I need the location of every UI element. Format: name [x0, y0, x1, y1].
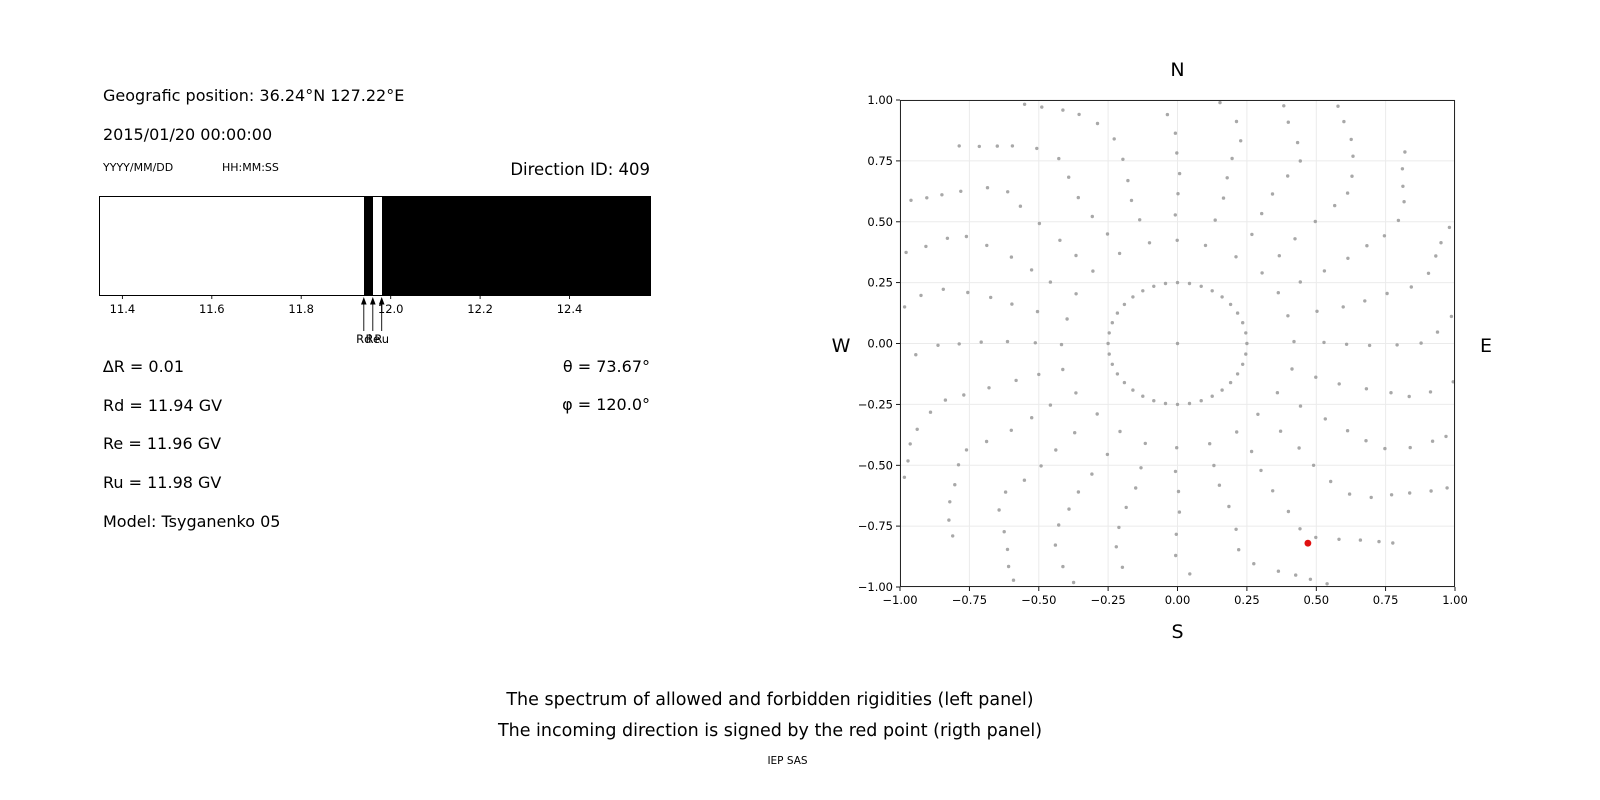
x-axis-ticks: −1.00 −0.75 −0.50 −0.25 0.00 0.25 0.50 0.75 1.00	[882, 587, 1468, 607]
svg-text:0.50: 0.50	[1303, 593, 1329, 607]
caption-line-2: The incoming direction is signed by the …	[497, 721, 1043, 741]
incoming-direction-point	[1304, 539, 1312, 547]
compass-west-label: W	[831, 335, 851, 357]
svg-text:−0.75: −0.75	[952, 593, 987, 607]
compass-north-label: N	[1170, 59, 1185, 81]
svg-text:Rd: Rd	[356, 332, 371, 346]
svg-text:1.00: 1.00	[867, 93, 893, 107]
figure-caption: The spectrum of allowed and forbidden ri…	[0, 685, 1540, 747]
svg-text:12.2: 12.2	[467, 302, 493, 316]
compass-east-label: E	[1479, 335, 1492, 357]
svg-text:11.4: 11.4	[110, 302, 136, 316]
svg-text:12.0: 12.0	[378, 302, 404, 316]
svg-text:−0.75: −0.75	[858, 519, 893, 533]
compass-south-label: S	[1171, 621, 1184, 643]
svg-text:1.00: 1.00	[1442, 593, 1468, 607]
phi-value: φ = 120.0°	[562, 395, 650, 414]
svg-text:0.00: 0.00	[867, 337, 893, 351]
svg-text:Re: Re	[366, 332, 381, 346]
forbidden-band	[363, 197, 373, 295]
rd-value: Rd = 11.94 GV	[103, 396, 223, 415]
caption-line-1: The spectrum of allowed and forbidden ri…	[506, 690, 1034, 710]
forbidden-band	[381, 197, 650, 295]
time-format-label: HH:MM:SS	[222, 161, 279, 174]
direction-plot: −1.00 −0.75 −0.50 −0.25 0.00 0.25 0.50 0.75 1.00…	[858, 93, 1468, 607]
direction-dots	[902, 100, 1455, 586]
rigidity-spectrum-bar	[99, 196, 651, 296]
y-axis-ticks: −1.00 −0.75 −0.50 −0.25 0.00 0.25 0.50 0.75 1.00	[858, 93, 900, 594]
model-value: Model: Tsyganenko 05	[103, 512, 281, 531]
date-format-label: YYYY/MM/DD	[103, 161, 174, 174]
svg-text:12.4: 12.4	[557, 302, 583, 316]
svg-text:−0.50: −0.50	[1021, 593, 1056, 607]
svg-text:−0.25: −0.25	[858, 397, 893, 411]
ru-value: Ru = 11.98 GV	[103, 473, 222, 492]
svg-text:0.75: 0.75	[1373, 593, 1399, 607]
theta-value: θ = 73.67°	[562, 357, 650, 376]
datetime-text: 2015/01/20 00:00:00	[103, 125, 273, 144]
svg-text:0.75: 0.75	[867, 154, 893, 168]
geographic-position-text: Geografic position: 36.24°N 127.22°E	[103, 86, 405, 105]
svg-text:11.6: 11.6	[199, 302, 225, 316]
plot-border	[900, 100, 1455, 587]
svg-text:Ru: Ru	[374, 332, 389, 346]
delta-r-value: ∆R = 0.01	[103, 357, 185, 376]
direction-id-label: Direction ID: 409	[510, 160, 650, 179]
svg-text:−0.50: −0.50	[858, 458, 893, 472]
svg-text:0.25: 0.25	[1234, 593, 1260, 607]
svg-text:0.50: 0.50	[867, 215, 893, 229]
spectrum-x-ticks: 11.4 11.6 11.8 12.0 12.2 12.4	[110, 295, 583, 316]
credit-label: IEP SAS	[767, 755, 808, 767]
svg-text:−1.00: −1.00	[858, 580, 893, 594]
svg-text:11.8: 11.8	[288, 302, 314, 316]
svg-text:−0.25: −0.25	[1090, 593, 1125, 607]
svg-text:0.00: 0.00	[1165, 593, 1191, 607]
svg-text:0.25: 0.25	[867, 276, 893, 290]
svg-text:−1.00: −1.00	[882, 593, 917, 607]
re-value: Re = 11.96 GV	[103, 434, 222, 453]
